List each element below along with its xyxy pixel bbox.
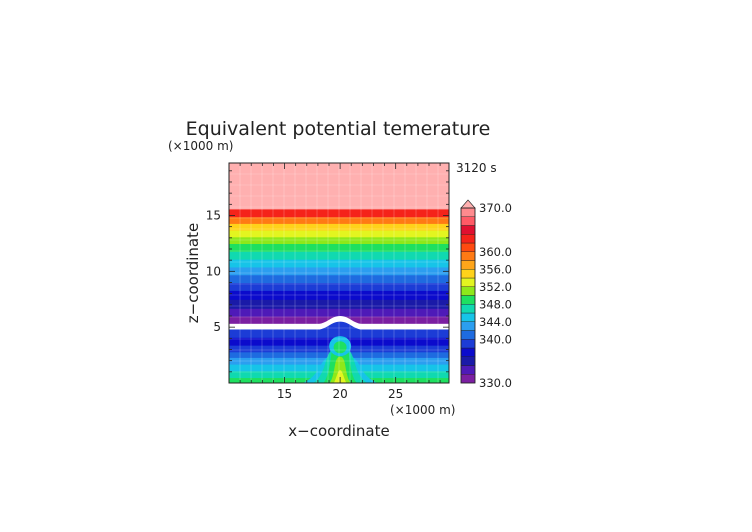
colorbar-swatch — [460, 251, 476, 261]
y-tick-label: 5 — [213, 320, 221, 334]
colorbar-swatch — [460, 225, 476, 235]
y-axis-label: z−coordinate — [184, 223, 202, 323]
field-layer — [229, 163, 449, 383]
colorbar-swatch — [460, 277, 476, 287]
plume-core — [333, 341, 347, 354]
colorbar-tick-label: 344.0 — [479, 315, 512, 329]
time-label: 3120 s — [456, 161, 497, 175]
colorbar-swatch — [460, 374, 476, 384]
colorbar-swatch — [460, 312, 476, 322]
gap-bump-lower — [315, 321, 365, 330]
colorbar-swatch — [460, 207, 476, 217]
field-band — [229, 163, 449, 210]
colorbar-swatch — [460, 365, 476, 375]
field-band — [229, 299, 449, 309]
colorbar-swatch — [460, 321, 476, 331]
colorbar-tick-label: 330.0 — [479, 376, 512, 390]
colorbar-swatch — [460, 234, 476, 244]
field-band — [229, 290, 449, 300]
field-band — [229, 282, 449, 291]
field-band — [229, 259, 449, 268]
colorbar-tick-label: 356.0 — [479, 262, 512, 276]
colorbar-frame — [460, 207, 476, 384]
colorbar-swatch — [460, 356, 476, 366]
colorbar-swatch — [460, 295, 476, 305]
y-tick-label: 15 — [206, 208, 221, 222]
plume-layer — [333, 370, 347, 383]
plot-frame — [228, 162, 450, 384]
colorbar-swatch — [460, 286, 476, 296]
colorbar-swatch — [460, 347, 476, 357]
colorbar-swatch — [460, 242, 476, 252]
grid-layer — [229, 163, 449, 383]
colorbar-tick-label: 352.0 — [479, 280, 512, 294]
colorbar-tick-label: 360.0 — [479, 245, 512, 259]
colorbar-swatch — [460, 216, 476, 226]
field-band — [229, 216, 449, 224]
field-band — [229, 308, 449, 317]
field-band — [229, 274, 449, 284]
y-axis-unit: (×1000 m) — [168, 139, 233, 153]
gap-bump — [315, 315, 365, 325]
colorbar-swatch — [460, 330, 476, 340]
colorbar-tick-label: 340.0 — [479, 332, 512, 346]
field-band — [229, 230, 449, 238]
field-band — [229, 223, 449, 231]
field-band — [229, 329, 449, 338]
x-tick-label: 20 — [332, 387, 347, 401]
field-band — [229, 236, 449, 245]
x-tick-label: 25 — [388, 387, 403, 401]
colorbar: 330.0 340.0 344.0 348.0 352.0 356.0 360.0 370.0 — [460, 199, 512, 390]
x-tick-label: 15 — [277, 387, 292, 401]
colorbar-swatch — [460, 339, 476, 349]
chart-title: Equivalent potential temerature — [186, 118, 491, 140]
axis-ticks: 15 20 25 5 10 15 — [206, 163, 449, 401]
y-tick-label: 10 — [206, 264, 221, 278]
plume-layer — [329, 356, 351, 383]
colorbar-tick-label: 370.0 — [479, 201, 512, 215]
colorbar-swatch — [460, 269, 476, 279]
plot-area: 15 20 25 5 10 15 — [206, 162, 450, 401]
field-band — [229, 243, 449, 252]
x-axis-unit: (×1000 m) — [390, 403, 455, 417]
colorbar-swatch — [460, 260, 476, 270]
colorbar-swatch — [460, 304, 476, 314]
colorbar-tick-label: 348.0 — [479, 297, 512, 311]
x-axis-label: x−coordinate — [288, 422, 389, 440]
field-band — [229, 208, 449, 218]
field-band — [229, 251, 449, 260]
colorbar-over-arrow — [460, 199, 476, 209]
field-band — [229, 266, 449, 276]
